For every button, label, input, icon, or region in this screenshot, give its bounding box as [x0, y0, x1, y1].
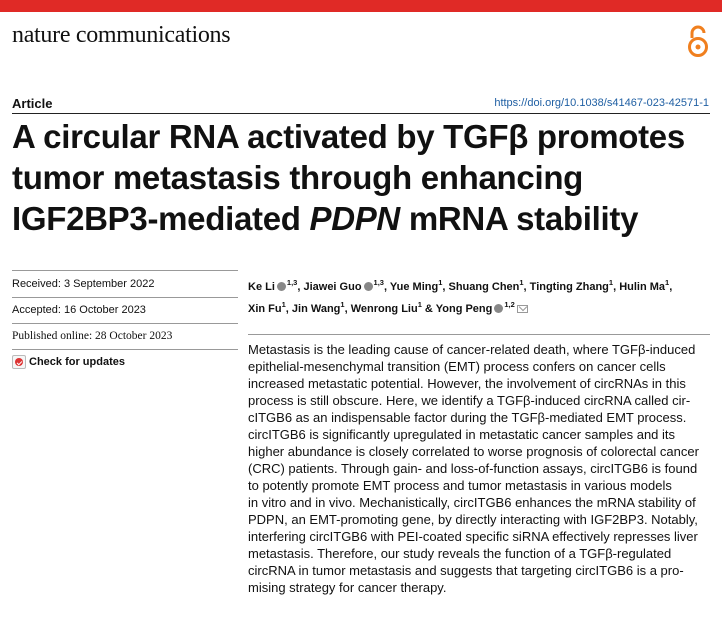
author-name[interactable]: Xin Fu [248, 303, 282, 315]
meta-divider [12, 297, 238, 298]
author-name[interactable]: Ke Li [248, 281, 275, 293]
title-line-3-end: mRNA stability [399, 200, 639, 237]
abstract-line: metastasis. Therefore, our study reveals… [248, 546, 672, 561]
title-gene-name: PDPN [309, 200, 400, 237]
author-name[interactable]: Jiawei Guo [303, 281, 362, 293]
title-divider [12, 113, 710, 114]
author-name[interactable]: Hulin Ma [619, 281, 666, 293]
abstract-divider [248, 334, 710, 335]
author-affiliation: 1 [281, 300, 286, 309]
abstract-line: circRNA in tumor metastasis and suggests… [248, 563, 684, 578]
author-name[interactable]: Shuang Chen [448, 281, 520, 293]
abstract-line: mising strategy for cancer therapy. [248, 580, 447, 595]
orcid-icon[interactable] [276, 282, 286, 291]
meta-divider [12, 323, 238, 324]
author-name[interactable]: Wenrong Liu [350, 303, 418, 315]
check-for-updates-label: Check for updates [29, 356, 125, 368]
abstract-line: process is still obscure. Here, we ident… [248, 393, 691, 408]
doi-link[interactable]: https://doi.org/10.1038/s41467-023-42571… [494, 97, 709, 109]
abstract: Metastasis is the leading cause of cance… [248, 341, 714, 596]
article-type: Article [12, 96, 53, 111]
journal-name[interactable]: nature communications [12, 22, 231, 48]
abstract-line: PDPN, an EMT-promoting gene, by directly… [248, 512, 698, 527]
open-access-icon[interactable] [686, 24, 710, 58]
orcid-icon[interactable] [363, 282, 373, 291]
author-affiliation: 1,3 [373, 278, 384, 287]
author-name[interactable]: Yue Ming [389, 281, 439, 293]
received-date: Received: 3 September 2022 [12, 278, 155, 290]
author-affiliation: 1,2 [504, 300, 515, 309]
author-affiliation: 1 [608, 278, 614, 287]
meta-divider [12, 270, 238, 271]
author-affiliation: 1 [417, 300, 422, 309]
abstract-line: in vitro and in vivo. Mechanistically, c… [248, 495, 696, 510]
author-affiliation: 1 [519, 278, 524, 287]
meta-divider [12, 349, 238, 350]
check-for-updates-icon [12, 355, 26, 369]
abstract-line: cITGB6 as an indispensable factor during… [248, 410, 687, 425]
author-name[interactable]: Yong Peng [435, 303, 493, 315]
mail-icon[interactable] [516, 305, 528, 313]
published-date: Published online: 28 October 2023 [12, 330, 173, 342]
top-accent-bar [0, 0, 722, 12]
author-affiliation: 1 [665, 278, 670, 287]
author-list: Ke Li 1,3, Jiawei Guo 1,3, Yue Ming1, Shua… [248, 274, 718, 318]
author-name[interactable]: Tingting Zhang [529, 281, 609, 293]
author-line-1: Ke Li 1,3, Jiawei Guo 1,3, Yue Ming1, Shua… [248, 278, 673, 293]
abstract-line: (CRC) patients. Through gain- and loss-o… [248, 461, 698, 476]
title-line-3-start: IGF2BP3-mediated [12, 200, 310, 237]
author-affiliation: 1 [340, 300, 345, 309]
abstract-line: epithelial-mesenchymal transition (EMT) … [248, 359, 666, 374]
abstract-line: circITGB6 is significantly upregulated i… [248, 427, 676, 442]
title-line-3: IGF2BP3-mediated PDPN mRNA stability [12, 198, 712, 239]
author-line-2: Xin Fu1, Jin Wang1, Wenrong Liu1 & Yong … [248, 296, 718, 318]
title-line-2: tumor metastasis through enhancing [12, 159, 584, 196]
accepted-date: Accepted: 16 October 2023 [12, 304, 146, 316]
author-name[interactable]: Jin Wang [291, 303, 341, 315]
abstract-line: to potently promote EMT process and tumo… [248, 478, 672, 493]
abstract-line: increased metastatic potential. However,… [248, 376, 686, 391]
author-affiliation: 1,3 [286, 278, 298, 287]
orcid-icon[interactable] [494, 304, 504, 313]
abstract-line: interfering circITGB6 with PEI-coated sp… [248, 529, 698, 544]
abstract-line: higher abundance is closely correlated t… [248, 444, 699, 459]
check-for-updates-button[interactable]: Check for updates [12, 355, 125, 369]
title-line-1: A circular RNA activated by TGFβ promote… [12, 118, 685, 155]
article-title: A circular RNA activated by TGFβ promote… [12, 116, 712, 239]
author-affiliation: 1 [438, 278, 443, 287]
abstract-line: Metastasis is the leading cause of cance… [248, 342, 696, 357]
